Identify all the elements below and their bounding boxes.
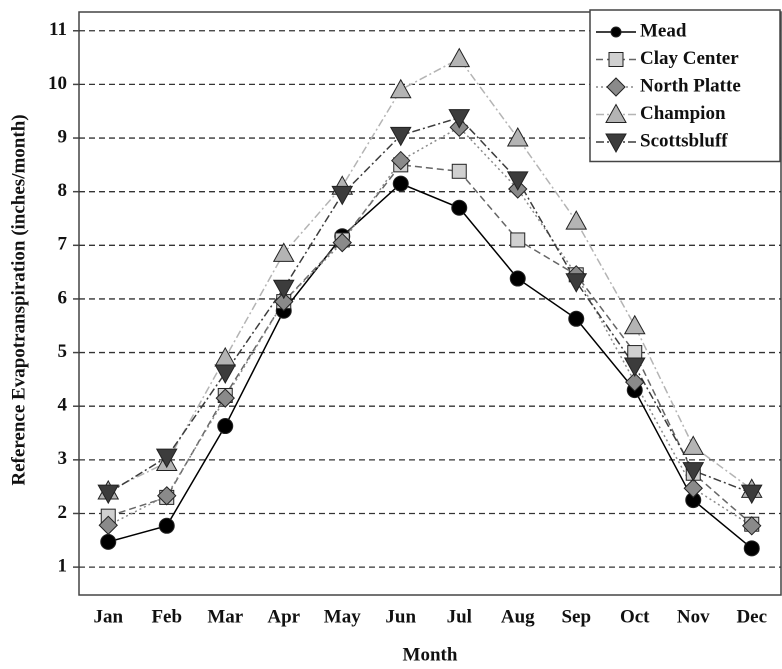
data-point <box>506 127 529 147</box>
data-point <box>509 270 526 287</box>
data-point <box>157 486 177 506</box>
x-tick-label: Jul <box>447 606 472 627</box>
legend-marker <box>610 26 622 38</box>
x-tick-label: Apr <box>267 606 300 627</box>
x-tick-label: Jan <box>93 606 123 627</box>
x-tick-label: Jun <box>385 606 416 627</box>
series-line <box>108 182 753 549</box>
legend-marker <box>606 77 626 97</box>
y-tick-label: 11 <box>49 19 67 40</box>
data-point <box>100 533 117 550</box>
y-tick-label: 2 <box>58 502 68 523</box>
data-point <box>214 364 237 384</box>
data-point <box>451 163 467 179</box>
data-point <box>625 372 645 392</box>
y-tick-label: 1 <box>58 555 68 576</box>
x-tick-label: Nov <box>677 606 710 627</box>
data-point <box>274 291 294 312</box>
legend-label: Clay Center <box>640 48 739 69</box>
data-point <box>448 109 471 129</box>
x-tick-label: Aug <box>501 606 535 627</box>
data-point <box>332 232 352 253</box>
data-point <box>740 484 763 505</box>
x-tick-label: Mar <box>207 606 243 627</box>
data-point <box>389 78 412 99</box>
plot-frame <box>78 11 782 596</box>
data-point <box>392 175 409 192</box>
series-line <box>107 126 753 527</box>
series-line <box>107 116 753 494</box>
data-point <box>451 199 468 216</box>
data-point <box>742 516 762 536</box>
data-point <box>506 171 529 191</box>
data-point <box>743 540 760 557</box>
x-tick-label: May <box>324 606 361 627</box>
x-axis-label: Month <box>403 644 458 665</box>
data-point <box>682 462 705 482</box>
data-point <box>214 346 237 367</box>
data-point <box>565 210 588 230</box>
y-tick-label: 5 <box>58 341 68 362</box>
data-point <box>448 47 471 68</box>
data-point <box>565 273 588 293</box>
data-point <box>623 314 646 335</box>
y-tick-label: 8 <box>58 180 68 201</box>
y-tick-label: 4 <box>58 395 68 416</box>
data-point <box>331 185 354 206</box>
series-line <box>107 57 753 492</box>
y-tick-label: 10 <box>48 73 67 94</box>
data-point <box>682 435 705 455</box>
y-tick-label: 9 <box>58 126 68 147</box>
legend-marker <box>605 133 627 154</box>
data-point <box>391 150 411 171</box>
x-tick-label: Feb <box>151 606 182 627</box>
legend-label: Champion <box>640 103 726 124</box>
data-point <box>627 345 643 361</box>
data-point <box>510 232 526 248</box>
data-point <box>683 478 703 498</box>
data-point <box>155 448 178 469</box>
data-point <box>272 279 295 300</box>
data-point <box>98 515 118 535</box>
legend-marker <box>605 103 627 123</box>
data-point <box>158 517 175 534</box>
x-tick-label: Sep <box>561 606 591 627</box>
x-tick-label: Dec <box>736 606 767 627</box>
y-tick-label: 3 <box>58 448 68 469</box>
data-point <box>97 484 120 505</box>
legend-label: North Platte <box>640 75 741 96</box>
legend-label: Mead <box>640 20 687 41</box>
data-point <box>272 242 295 262</box>
data-point <box>568 310 585 327</box>
data-point <box>623 357 646 378</box>
y-tick-label: 7 <box>58 234 68 255</box>
legend-marker <box>608 52 624 67</box>
data-point <box>215 388 235 408</box>
series-line <box>108 164 753 525</box>
legend-label: Scottsbluff <box>640 130 728 151</box>
data-point <box>389 126 412 147</box>
y-axis-label: Reference Evapotranspiration (inches/mon… <box>8 114 29 485</box>
data-point <box>217 418 234 435</box>
x-tick-label: Oct <box>620 606 650 627</box>
y-tick-label: 6 <box>58 287 68 308</box>
